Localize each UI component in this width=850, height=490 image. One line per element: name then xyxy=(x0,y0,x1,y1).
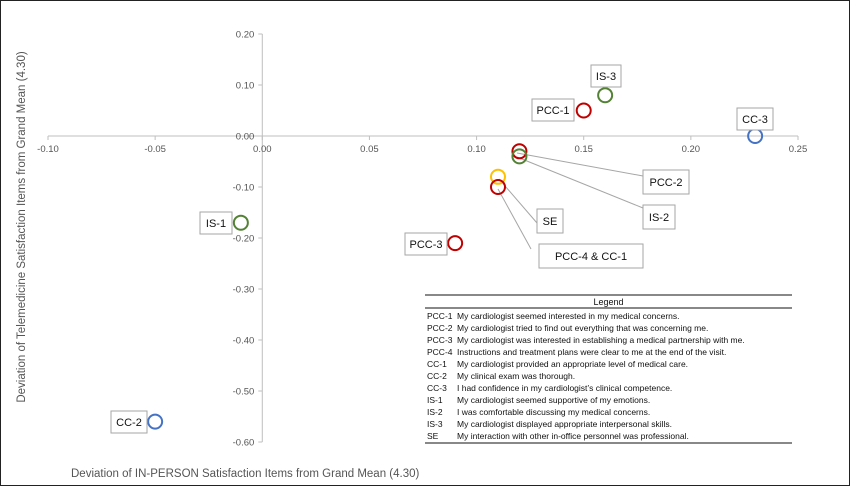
legend-code: IS-1 xyxy=(427,395,443,405)
point-label-pcc-2: PCC-2 xyxy=(649,177,682,189)
legend-code: PCC-4 xyxy=(427,347,453,357)
point-is-1 xyxy=(232,214,249,231)
legend-text: My interaction with other in-office pers… xyxy=(457,431,689,441)
point-pcc-2 xyxy=(511,143,528,160)
point-label-is-1: IS-1 xyxy=(206,218,226,230)
point-cc-2 xyxy=(147,413,164,430)
y-tick-label: -0.60 xyxy=(233,438,255,449)
label-box-cc-2 xyxy=(110,410,148,434)
point-is-3 xyxy=(597,87,614,104)
point-label-se: SE xyxy=(543,216,558,228)
label-box-pcc-2 xyxy=(642,169,690,195)
legend-code: SE xyxy=(427,431,439,441)
label-box-is-3 xyxy=(590,64,622,88)
leader-line-is-2 xyxy=(516,156,644,209)
legend-text: My cardiologist displayed appropriate in… xyxy=(457,419,672,429)
y-tick-label: -0.30 xyxy=(233,285,255,296)
y-axis-title: Deviation of Telemedicine Satisfaction I… xyxy=(16,51,28,403)
x-axis-title: Deviation of IN-PERSON Satisfaction Item… xyxy=(71,468,419,480)
leader-line-pcc-4-cc-1 xyxy=(497,188,532,250)
point-label-cc-3: CC-3 xyxy=(742,114,768,126)
label-box-pcc-3 xyxy=(404,232,448,256)
legend-title: Legend xyxy=(593,297,623,307)
leader-line-pcc-2 xyxy=(516,152,644,177)
point-label-is-2: IS-2 xyxy=(649,212,669,224)
legend-text: My cardiologist tried to find out everyt… xyxy=(457,323,708,333)
legend-text: My cardiologist seemed supportive of my … xyxy=(457,395,650,405)
x-tick-label: 0.20 xyxy=(682,144,701,155)
y-tick-label: 0.20 xyxy=(236,30,255,41)
legend-code: IS-2 xyxy=(427,407,443,417)
point-label-pcc-1: PCC-1 xyxy=(536,105,569,117)
label-box-se xyxy=(536,208,564,234)
point-label-pcc-4-cc-1: PCC-4 & CC-1 xyxy=(555,251,627,263)
legend-code: CC-1 xyxy=(427,359,447,369)
legend-code: PCC-3 xyxy=(427,335,453,345)
point-label-is-3: IS-3 xyxy=(596,71,616,83)
x-tick-label: -0.05 xyxy=(144,144,166,155)
label-box-is-1 xyxy=(199,211,233,235)
label-box-cc-3 xyxy=(736,107,774,131)
point-is-2 xyxy=(511,148,528,165)
legend-text: Instructions and treatment plans were cl… xyxy=(457,347,726,357)
legend-text: My cardiologist seemed interested in my … xyxy=(457,311,680,321)
y-tick-label: 0.10 xyxy=(236,81,255,92)
label-box-is-2 xyxy=(642,204,676,230)
x-tick-label: -0.10 xyxy=(37,144,59,155)
label-box-pcc-4-cc-1 xyxy=(538,243,644,269)
point-pcc-3 xyxy=(447,235,464,252)
x-tick-label: 0.15 xyxy=(574,144,593,155)
x-tick-label: 0.05 xyxy=(360,144,379,155)
legend-text: I was comfortable discussing my medical … xyxy=(457,407,650,417)
point-label-pcc-3: PCC-3 xyxy=(409,239,442,251)
y-tick-label: 0.00 xyxy=(236,132,255,143)
legend-text: I had confidence in my cardiologist’s cl… xyxy=(457,383,672,393)
y-tick-label: -0.50 xyxy=(233,387,255,398)
legend-text: My clinical exam was thorough. xyxy=(457,371,575,381)
legend-text: My cardiologist provided an appropriate … xyxy=(457,359,688,369)
legend-code: IS-3 xyxy=(427,419,443,429)
label-box-pcc-1 xyxy=(531,98,575,122)
legend-code: CC-3 xyxy=(427,383,447,393)
point-label-cc-2: CC-2 xyxy=(116,417,142,429)
legend-text: My cardiologist was interested in establ… xyxy=(457,335,745,345)
point-pcc-1 xyxy=(575,102,592,119)
point-pcc-4-cc-1 xyxy=(490,179,506,195)
y-tick-label: -0.10 xyxy=(233,183,255,194)
point-se xyxy=(490,168,506,185)
legend-code: CC-2 xyxy=(427,371,447,381)
y-tick-label: -0.40 xyxy=(233,336,255,347)
x-tick-label: 0.00 xyxy=(253,144,272,155)
y-tick-label: -0.20 xyxy=(233,234,255,245)
x-tick-label: 0.10 xyxy=(467,144,486,155)
legend-code: PCC-2 xyxy=(427,323,453,333)
legend-code: PCC-1 xyxy=(427,311,453,321)
x-tick-label: 0.25 xyxy=(789,144,808,155)
